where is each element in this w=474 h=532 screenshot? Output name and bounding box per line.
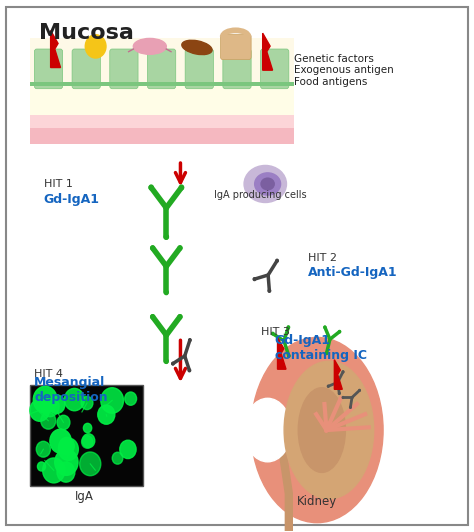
Text: HIT 4: HIT 4 bbox=[35, 370, 64, 379]
Ellipse shape bbox=[261, 178, 274, 190]
FancyBboxPatch shape bbox=[30, 128, 293, 144]
Circle shape bbox=[338, 330, 341, 333]
Circle shape bbox=[41, 396, 59, 417]
FancyBboxPatch shape bbox=[110, 49, 138, 89]
Polygon shape bbox=[263, 33, 273, 70]
Text: Anti-Gd-IgA1: Anti-Gd-IgA1 bbox=[308, 266, 397, 279]
Circle shape bbox=[80, 452, 101, 476]
Circle shape bbox=[41, 412, 56, 429]
FancyBboxPatch shape bbox=[261, 49, 289, 89]
Circle shape bbox=[342, 396, 344, 398]
Circle shape bbox=[288, 355, 290, 358]
Text: Mesangial
deposition: Mesangial deposition bbox=[35, 376, 108, 404]
Circle shape bbox=[36, 441, 50, 457]
Text: HIT 2: HIT 2 bbox=[308, 253, 337, 263]
Circle shape bbox=[324, 326, 326, 328]
Circle shape bbox=[64, 388, 84, 411]
Circle shape bbox=[82, 434, 95, 448]
Circle shape bbox=[57, 462, 75, 482]
Circle shape bbox=[125, 392, 137, 405]
Circle shape bbox=[48, 395, 65, 413]
FancyBboxPatch shape bbox=[72, 49, 100, 89]
Circle shape bbox=[178, 314, 182, 319]
Ellipse shape bbox=[251, 337, 383, 522]
FancyBboxPatch shape bbox=[30, 385, 143, 486]
FancyBboxPatch shape bbox=[30, 115, 293, 128]
Circle shape bbox=[58, 438, 78, 460]
FancyBboxPatch shape bbox=[185, 49, 213, 89]
Circle shape bbox=[164, 235, 168, 239]
Circle shape bbox=[82, 436, 93, 448]
Circle shape bbox=[164, 359, 168, 363]
FancyBboxPatch shape bbox=[223, 49, 251, 89]
Circle shape bbox=[268, 289, 271, 292]
FancyBboxPatch shape bbox=[30, 86, 293, 115]
Ellipse shape bbox=[244, 165, 286, 203]
Circle shape bbox=[151, 314, 155, 319]
Circle shape bbox=[328, 385, 329, 387]
Circle shape bbox=[164, 290, 168, 295]
Circle shape bbox=[85, 35, 106, 58]
FancyBboxPatch shape bbox=[6, 7, 468, 525]
Circle shape bbox=[83, 423, 91, 433]
Circle shape bbox=[179, 185, 183, 190]
Circle shape bbox=[359, 389, 360, 391]
Text: IgA producing cells: IgA producing cells bbox=[214, 189, 307, 200]
Text: HIT 3: HIT 3 bbox=[261, 327, 290, 337]
Circle shape bbox=[59, 437, 74, 454]
Circle shape bbox=[112, 452, 123, 464]
Text: Gd-IgA1
containing IC: Gd-IgA1 containing IC bbox=[275, 334, 367, 362]
Circle shape bbox=[30, 400, 49, 421]
Circle shape bbox=[276, 259, 278, 262]
Circle shape bbox=[188, 369, 191, 372]
Text: Genetic factors
Exogenous antigen
Food antigens: Genetic factors Exogenous antigen Food a… bbox=[293, 54, 393, 87]
Ellipse shape bbox=[244, 398, 291, 462]
Circle shape bbox=[120, 440, 136, 459]
Circle shape bbox=[43, 458, 65, 483]
Polygon shape bbox=[51, 30, 61, 68]
Circle shape bbox=[149, 185, 153, 190]
FancyBboxPatch shape bbox=[220, 34, 251, 60]
Ellipse shape bbox=[255, 173, 281, 195]
Text: Kidney: Kidney bbox=[297, 495, 337, 508]
Ellipse shape bbox=[133, 38, 166, 54]
Polygon shape bbox=[334, 360, 342, 389]
Circle shape bbox=[33, 386, 57, 413]
Circle shape bbox=[342, 371, 344, 373]
FancyBboxPatch shape bbox=[35, 49, 63, 89]
Circle shape bbox=[81, 396, 93, 410]
Polygon shape bbox=[277, 337, 286, 369]
FancyBboxPatch shape bbox=[30, 82, 293, 86]
Circle shape bbox=[326, 352, 328, 354]
Ellipse shape bbox=[182, 40, 212, 55]
FancyBboxPatch shape bbox=[30, 38, 293, 144]
FancyBboxPatch shape bbox=[147, 49, 176, 89]
Text: Mucosa: Mucosa bbox=[39, 23, 134, 43]
Text: IgA: IgA bbox=[74, 490, 93, 503]
Circle shape bbox=[253, 278, 256, 280]
Circle shape bbox=[55, 449, 78, 475]
Circle shape bbox=[101, 388, 124, 413]
Circle shape bbox=[50, 429, 71, 453]
Circle shape bbox=[57, 415, 70, 430]
Text: HIT 1: HIT 1 bbox=[44, 179, 73, 189]
Circle shape bbox=[37, 462, 46, 471]
Ellipse shape bbox=[298, 388, 346, 472]
Ellipse shape bbox=[284, 361, 374, 499]
Circle shape bbox=[98, 405, 115, 424]
Circle shape bbox=[151, 246, 155, 250]
Circle shape bbox=[287, 326, 290, 329]
Circle shape bbox=[338, 393, 340, 394]
Circle shape bbox=[189, 339, 191, 342]
Circle shape bbox=[350, 406, 351, 408]
Text: Gd-IgA1: Gd-IgA1 bbox=[44, 193, 100, 206]
Circle shape bbox=[172, 362, 174, 365]
Circle shape bbox=[272, 332, 274, 335]
Circle shape bbox=[178, 246, 182, 250]
